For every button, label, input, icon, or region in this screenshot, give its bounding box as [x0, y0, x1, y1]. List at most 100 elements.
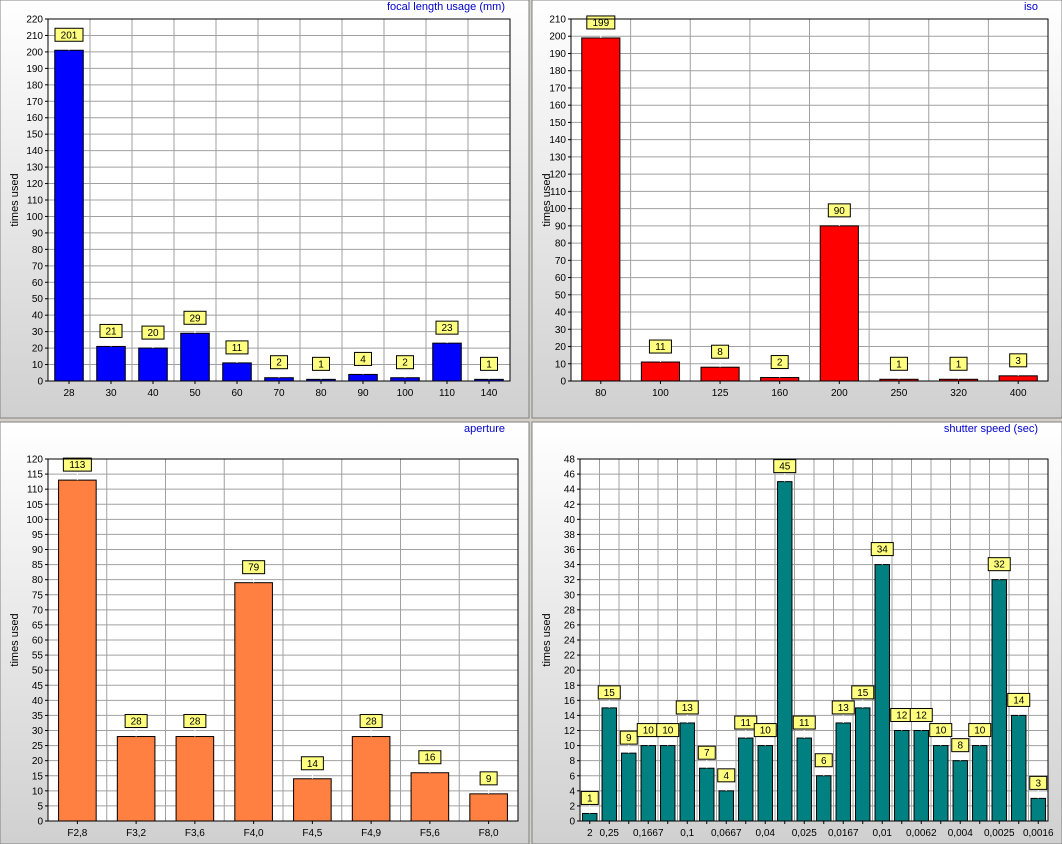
data-label-box — [814, 753, 833, 768]
chart-title: shutter speed (sec) — [944, 423, 1038, 435]
y-tick-label: 32 — [564, 575, 576, 586]
data-label-box — [354, 351, 372, 366]
data-label: 11 — [741, 718, 752, 729]
y-tick-label: 70 — [32, 261, 44, 272]
y-tick-label: 25 — [32, 741, 44, 752]
y-axis-label: times used — [9, 613, 21, 666]
data-label: 113 — [69, 460, 85, 471]
y-tick-label: 130 — [549, 152, 566, 163]
data-label-box — [717, 768, 736, 783]
y-axis-label: times used — [541, 613, 553, 666]
data-label-box — [929, 723, 953, 738]
x-tick-label: 100 — [397, 388, 414, 399]
x-tick-label: 60 — [231, 388, 243, 399]
bar — [469, 793, 508, 822]
data-label-box — [987, 557, 1011, 572]
bar — [718, 790, 734, 822]
bar — [952, 760, 968, 822]
chart-1: 0 10 20 30 40 50 60 70 80 90 100 110 120 130 140 150 160… — [531, 0, 1062, 419]
bar — [894, 730, 910, 822]
data-label-box — [711, 344, 730, 359]
data-label: 12 — [896, 711, 908, 722]
y-tick-label: 30 — [555, 325, 567, 336]
bar — [348, 373, 378, 382]
y-tick-label: 34 — [564, 560, 576, 571]
x-tick-label: 0,04 — [756, 828, 776, 839]
data-label: 9 — [486, 774, 492, 785]
data-label-box — [242, 560, 266, 575]
y-tick-label: 14 — [564, 711, 576, 722]
data-label-box — [270, 355, 288, 370]
x-tick-label: F4,5 — [302, 828, 322, 839]
bar — [757, 745, 773, 822]
y-tick-label: 190 — [549, 49, 566, 60]
data-label-box — [597, 685, 621, 700]
data-label-box — [734, 715, 758, 730]
data-label: 90 — [834, 206, 846, 217]
data-label-box — [951, 738, 970, 753]
y-tick-label: 95 — [32, 530, 44, 541]
data-label: 14 — [307, 759, 319, 770]
data-label-box — [479, 771, 498, 786]
data-label: 4 — [360, 354, 366, 365]
data-label: 28 — [366, 717, 378, 728]
data-label: 201 — [61, 30, 78, 41]
y-tick-label: 90 — [32, 545, 44, 556]
data-label: 13 — [682, 703, 694, 714]
y-tick-label: 60 — [32, 636, 44, 647]
y-tick-label: 60 — [32, 278, 44, 289]
data-label-box — [1009, 353, 1028, 368]
bar — [874, 564, 890, 822]
data-label-box — [1029, 775, 1048, 790]
data-label: 10 — [643, 726, 655, 737]
bar — [138, 347, 168, 382]
data-label: 1 — [318, 359, 324, 370]
x-tick-label: 140 — [481, 388, 498, 399]
data-label: 13 — [838, 703, 850, 714]
y-tick-label: 0 — [37, 817, 43, 828]
data-label-box — [480, 356, 498, 371]
data-label-box — [889, 356, 908, 371]
data-label-box — [648, 339, 672, 354]
bar — [351, 736, 391, 822]
data-label-box — [792, 715, 816, 730]
y-tick-label: 44 — [564, 485, 576, 496]
y-tick-label: 4 — [569, 786, 575, 797]
data-label-box — [124, 714, 148, 729]
y-tick-label: 120 — [26, 455, 43, 466]
bar — [1011, 714, 1027, 822]
y-tick-label: 120 — [26, 179, 43, 190]
y-tick-label: 24 — [564, 636, 576, 647]
y-tick-label: 2 — [569, 801, 575, 812]
y-tick-label: 130 — [26, 163, 43, 174]
data-label: 12 — [916, 711, 928, 722]
y-tick-label: 150 — [549, 118, 566, 129]
data-label-box — [870, 542, 894, 557]
y-tick-label: 55 — [32, 651, 44, 662]
data-label-box — [770, 355, 789, 370]
y-tick-label: 40 — [555, 308, 567, 319]
data-label-box — [141, 325, 165, 340]
data-label: 10 — [935, 726, 947, 737]
x-tick-label: 200 — [831, 388, 848, 399]
y-tick-label: 48 — [564, 455, 576, 466]
x-tick-label: 110 — [439, 388, 455, 399]
y-tick-label: 10 — [32, 786, 44, 797]
y-axis-label: times used — [9, 173, 21, 226]
bar — [640, 745, 656, 822]
data-label-box — [968, 723, 992, 738]
y-tick-label: 210 — [549, 15, 566, 26]
plot-border — [47, 18, 511, 382]
data-label: 10 — [662, 726, 674, 737]
data-label-box — [851, 685, 875, 700]
data-label-box — [1007, 692, 1031, 707]
x-tick-label: 28 — [63, 388, 75, 399]
x-tick-label: F5,6 — [420, 828, 440, 839]
plot-border — [579, 458, 1049, 822]
bar — [816, 775, 832, 822]
bar — [581, 37, 621, 382]
chart-title: iso — [1024, 1, 1038, 13]
y-tick-label: 220 — [26, 15, 43, 26]
y-tick-label: 80 — [32, 245, 44, 256]
y-tick-label: 5 — [37, 801, 43, 812]
